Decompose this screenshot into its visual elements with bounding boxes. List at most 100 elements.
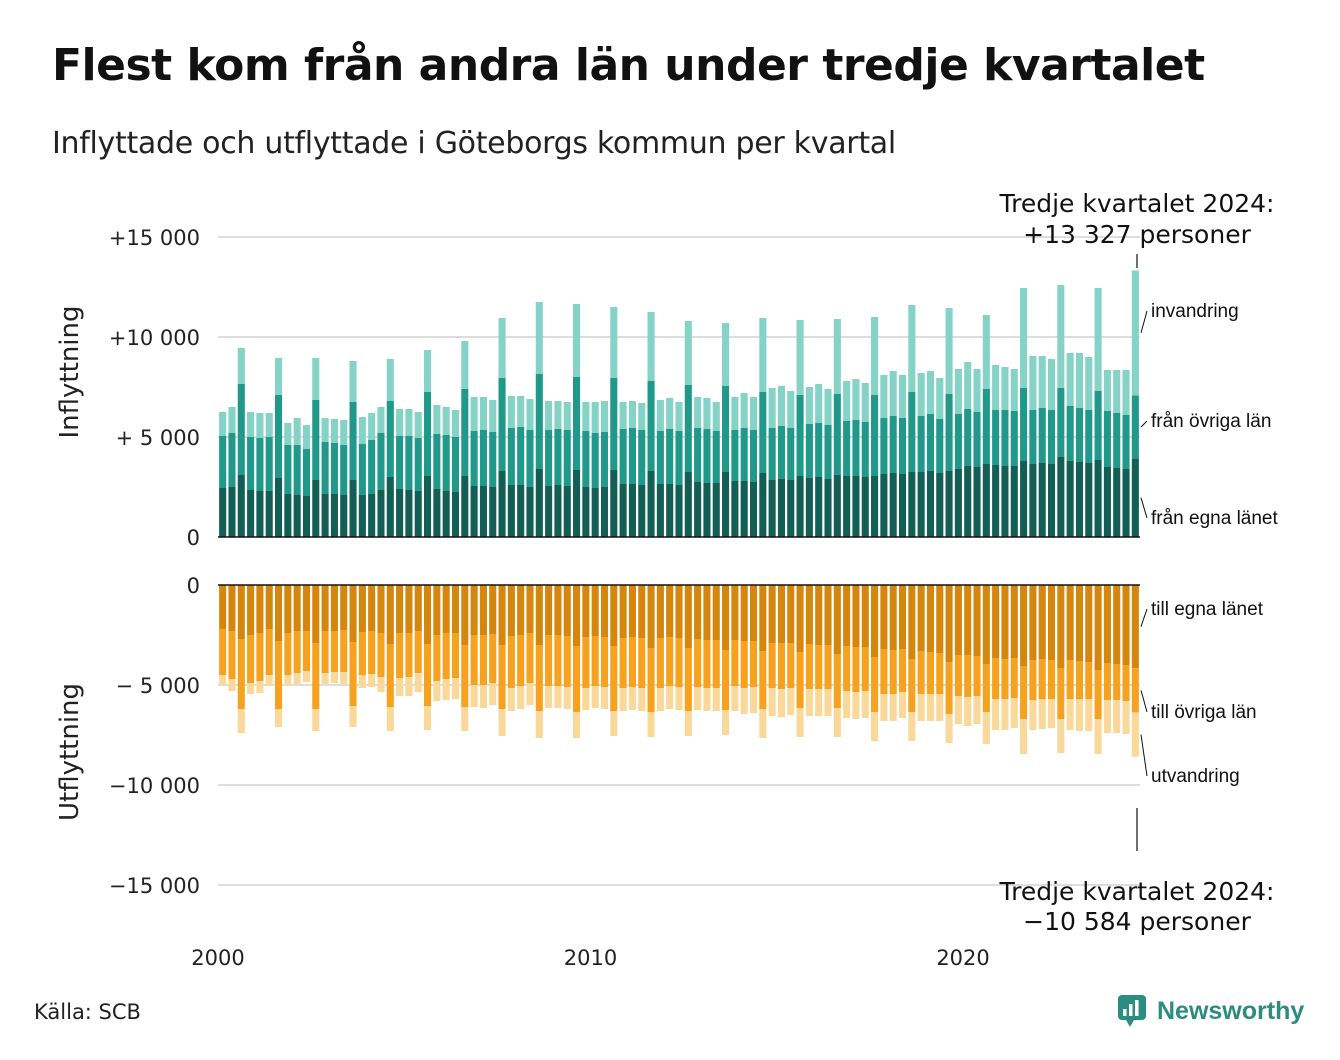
bar-segment [433,585,441,635]
bar-segment [694,428,702,482]
x-tick-label: 2000 [191,946,244,970]
bar-segment [647,648,655,712]
bar-segment [675,687,683,710]
bar-segment [964,585,972,655]
bar-segment [442,679,450,700]
bar-segment [954,585,962,655]
bar-segment [898,649,907,692]
bar-segment [1029,700,1037,730]
bar-segment [1010,369,1018,411]
bar-segment [843,476,851,537]
bar-segment [749,397,758,430]
bar-segment [768,688,776,716]
bar-segment [228,487,236,537]
bar-segment [889,473,897,537]
bar-segment [498,471,506,537]
bar-segment [517,585,525,635]
bar-segment [219,488,227,537]
bar-segment [256,681,264,693]
bar-segment [219,629,227,675]
y-tick-label: 0 [187,574,200,598]
bar-segment [638,585,646,638]
bar-segment [237,709,245,733]
bar-segment [1057,668,1065,719]
bar-segment [768,428,776,480]
bar-segment [1075,699,1084,731]
bar-segment [1038,659,1046,699]
bar-segment [917,585,925,651]
bar-segment [684,472,692,537]
series-label-leader [1140,497,1148,519]
bar-segment [703,688,711,711]
bar-segment [321,585,329,631]
bar-segment [768,480,776,537]
bar-segment [479,685,487,708]
bar-segment [1122,469,1130,537]
bar-segment [545,401,553,430]
bar-segment [545,686,553,708]
bar-segment [526,430,534,487]
bar-segment [889,416,897,473]
bar-segment [656,638,664,688]
bar-segment [1131,585,1139,669]
bar-segment [219,675,227,685]
bar-segment [759,651,767,709]
bar-segment [461,707,469,731]
bar-segment [982,464,990,537]
bar-segment [982,664,990,712]
series-label-leader [1140,310,1148,334]
bar-segment [330,443,338,494]
bar-segment [1020,388,1028,461]
bar-segment [517,427,525,485]
bar-segment [880,474,888,537]
bar-segment [1103,370,1111,411]
bar-segment [843,646,851,691]
bar-segment [265,491,273,537]
bar-segment [1047,699,1056,728]
bar-segment [973,467,981,537]
bar-segment [694,639,702,687]
bar-segment [461,645,469,707]
y-axis-title-utflyttning: Utflyttning [55,683,85,821]
bar-segment [638,430,646,485]
bar-segment [600,585,609,637]
bar-segment [1075,462,1084,537]
bar-segment [824,389,832,425]
bar-segment [964,697,972,726]
series-labels: från egna länet från övriga län invandring… [1140,301,1278,787]
bar-segment [396,436,404,489]
bar-segment [992,658,1000,699]
bar-segment [666,429,674,484]
bar-segment [992,585,1000,658]
bar-segment [731,585,739,640]
bar-segment [563,636,571,687]
bar-segment [871,585,879,657]
bar-segment [1122,665,1130,701]
bar-segment [722,710,730,735]
annotation-bottom-line2: −10 584 personer [1023,907,1251,936]
bar-segment [815,384,823,423]
y-tick-label: −15 000 [109,874,200,898]
axes: 0 + 5 000 +10 000 +15 000 0 − 5 000 −10 000 −15… [109,226,1140,970]
y-axis-title-inflyttning: Inflyttning [55,306,85,439]
y-tick-label: +15 000 [109,226,200,250]
bar-segment [424,392,432,476]
bar-segment [889,650,897,694]
bar-segment [852,647,860,692]
bar-segment [759,473,767,537]
bar-segment [1122,415,1130,469]
bar-segment [1057,388,1065,457]
bar-segment [861,422,869,477]
bar-segment [526,585,534,633]
bar-segment [908,712,916,741]
series-label-leader [1140,690,1148,713]
bar-segment [964,409,972,466]
bar-segment [898,474,907,537]
bar-segment [433,635,441,681]
bar-segment [1066,461,1074,537]
bar-segment [675,638,683,687]
bar-segment [545,430,553,486]
bar-segment [1103,700,1111,733]
bar-segment [358,417,366,444]
bar-segment [852,420,860,476]
